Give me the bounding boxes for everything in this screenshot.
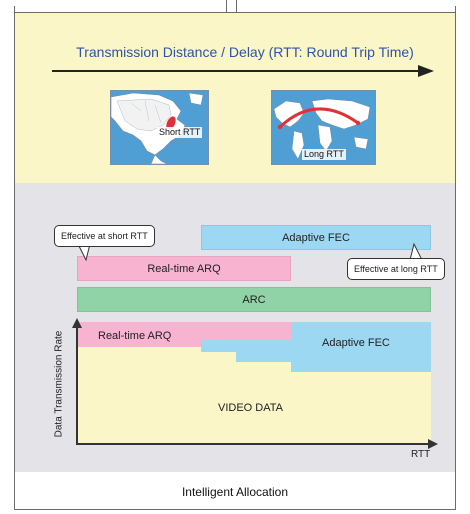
adaptive-fec-bar: Adaptive FEC bbox=[201, 225, 431, 250]
arc-bar: ARC bbox=[77, 287, 431, 312]
y-axis-label: Data Transmission Rate bbox=[53, 330, 65, 438]
x-axis-label: RTT bbox=[411, 449, 431, 460]
short-rtt-callout: Effective at short RTT bbox=[54, 225, 155, 247]
realtime-arq-bar: Real-time ARQ bbox=[77, 256, 291, 281]
adaptive-fec-bar-label: Adaptive FEC bbox=[282, 231, 350, 244]
fec-layer bbox=[201, 322, 431, 372]
y-axis bbox=[76, 326, 78, 444]
distance-title: Transmission Distance / Delay (RTT: Roun… bbox=[76, 44, 414, 60]
frame-notch-right bbox=[236, 0, 237, 12]
long-rtt-label: Long RTT bbox=[302, 149, 346, 160]
x-axis bbox=[76, 443, 428, 445]
distance-arrow-line bbox=[52, 70, 418, 72]
x-axis-arrowhead bbox=[428, 439, 438, 449]
fec-layer-label: Adaptive FEC bbox=[322, 337, 390, 349]
short-rtt-label: Short RTT bbox=[157, 127, 203, 138]
arc-bar-label: ARC bbox=[242, 293, 266, 306]
y-axis-arrowhead bbox=[72, 318, 82, 328]
north-america-map: Short RTT bbox=[110, 90, 209, 165]
world-map: Long RTT bbox=[271, 90, 376, 165]
frame-border bbox=[14, 6, 456, 510]
arq-layer-label: Real-time ARQ bbox=[98, 330, 172, 342]
video-layer-label: VIDEO DATA bbox=[218, 402, 283, 414]
long-rtt-callout: Effective at long RTT bbox=[347, 258, 445, 280]
distance-panel bbox=[14, 12, 456, 183]
frame-notch-left bbox=[226, 0, 227, 12]
distance-arrow-head bbox=[418, 65, 434, 77]
realtime-arq-bar-label: Real-time ARQ bbox=[147, 262, 221, 275]
allocation-caption: Intelligent Allocation bbox=[181, 485, 289, 499]
world-map-icon bbox=[272, 91, 375, 164]
frame-top-border bbox=[14, 12, 456, 13]
